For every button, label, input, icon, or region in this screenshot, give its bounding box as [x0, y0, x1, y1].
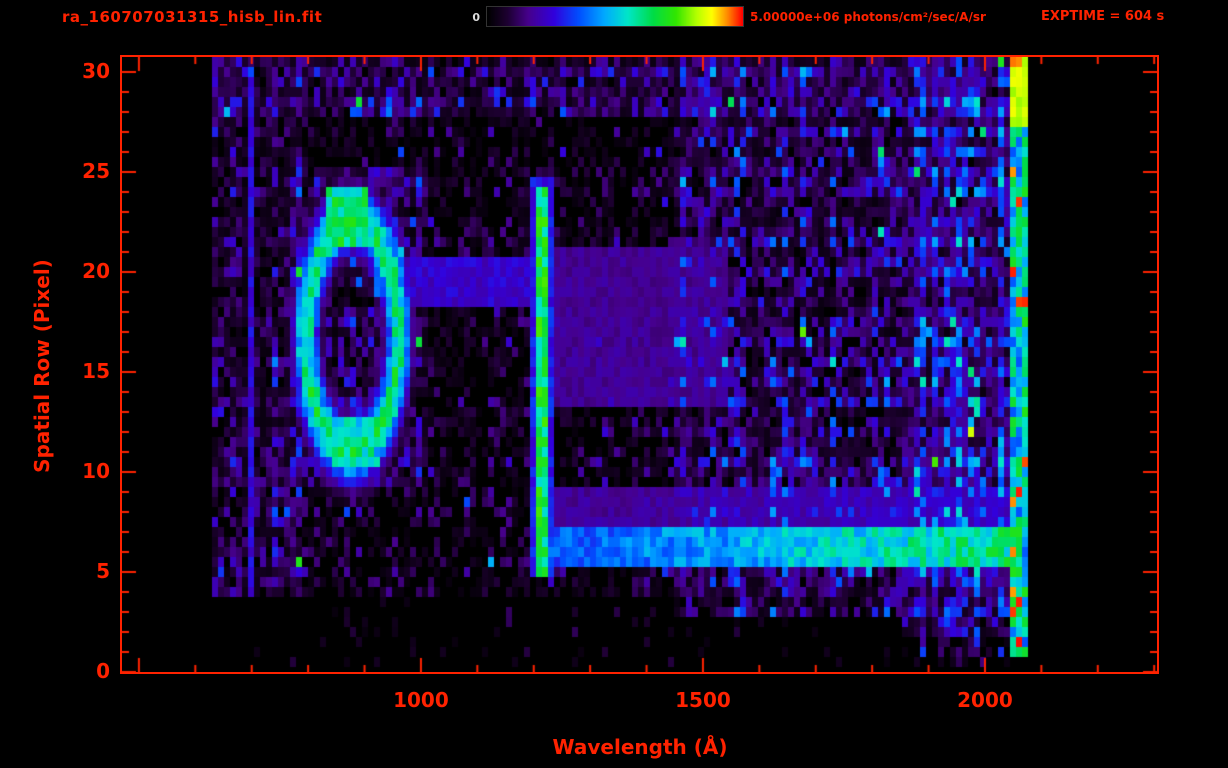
colorbar-min-label: 0: [472, 11, 480, 24]
y-tick-label: 25: [82, 159, 110, 183]
y-axis-title: Spatial Row (Pixel): [30, 259, 54, 473]
y-tick-label: 0: [96, 659, 110, 683]
x-axis-title: Wavelength (Å): [552, 735, 728, 759]
plot-area: [120, 55, 1159, 674]
x-tick-label: 1000: [393, 688, 449, 712]
y-tick-label: 30: [82, 59, 110, 83]
y-tick-label: 15: [82, 359, 110, 383]
x-tick-label: 1500: [675, 688, 731, 712]
x-tick-label: 2000: [957, 688, 1013, 712]
colorbar-max-label: 5.00000e+06 photons/cm²/sec/A/sr: [750, 10, 986, 24]
y-tick-label: 10: [82, 459, 110, 483]
colorbar-gradient: [486, 6, 744, 27]
figure-title: ra_160707031315_hisb_lin.fit: [62, 8, 323, 26]
y-tick-label: 5: [96, 559, 110, 583]
y-tick-label: 20: [82, 259, 110, 283]
spectral-heatmap-canvas: [122, 57, 1157, 672]
exptime-label: EXPTIME = 604 s: [1041, 9, 1165, 24]
